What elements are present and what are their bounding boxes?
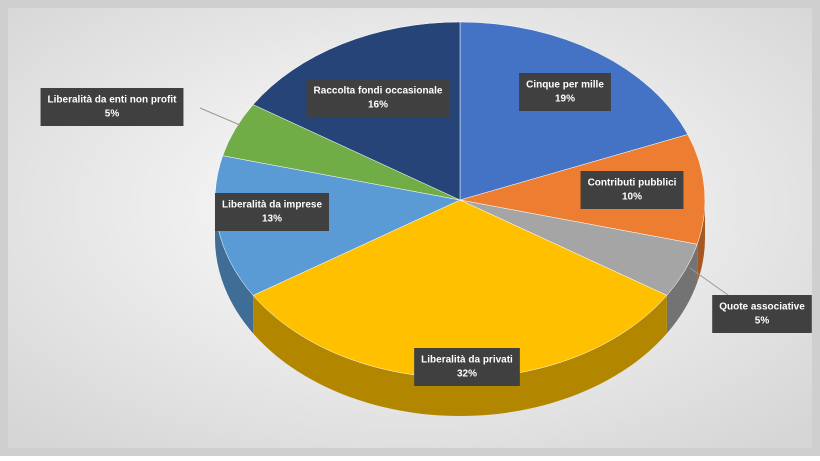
label-value: 16% [368, 100, 388, 111]
slice-side [666, 244, 698, 334]
label-name: Cinque per mille [526, 80, 604, 91]
label-box [306, 79, 450, 117]
slice-side [215, 200, 254, 334]
label-name: Quote associative [719, 302, 805, 313]
slice-side [253, 295, 667, 416]
leader-line [199, 107, 241, 126]
label-box [40, 88, 184, 126]
label-value: 19% [555, 94, 575, 105]
label-name: Liberalità da imprese [222, 200, 322, 211]
label-name: Liberalità da enti non profit [48, 95, 178, 106]
label-value: 13% [262, 214, 282, 225]
leader-line [689, 267, 736, 301]
label-value: 5% [755, 316, 770, 327]
label-value: 10% [622, 192, 642, 203]
label-box [214, 193, 330, 231]
label-box [580, 171, 684, 209]
label-box [519, 73, 611, 111]
label-value: 32% [457, 369, 477, 380]
label-box [712, 295, 812, 333]
label-name: Raccolta fondi occasionale [314, 86, 443, 97]
label-box [414, 348, 520, 386]
slice-side [697, 200, 705, 283]
label-name: Liberalità da privati [421, 355, 513, 366]
label-value: 5% [105, 109, 120, 120]
label-name: Contributi pubblici [588, 178, 677, 189]
